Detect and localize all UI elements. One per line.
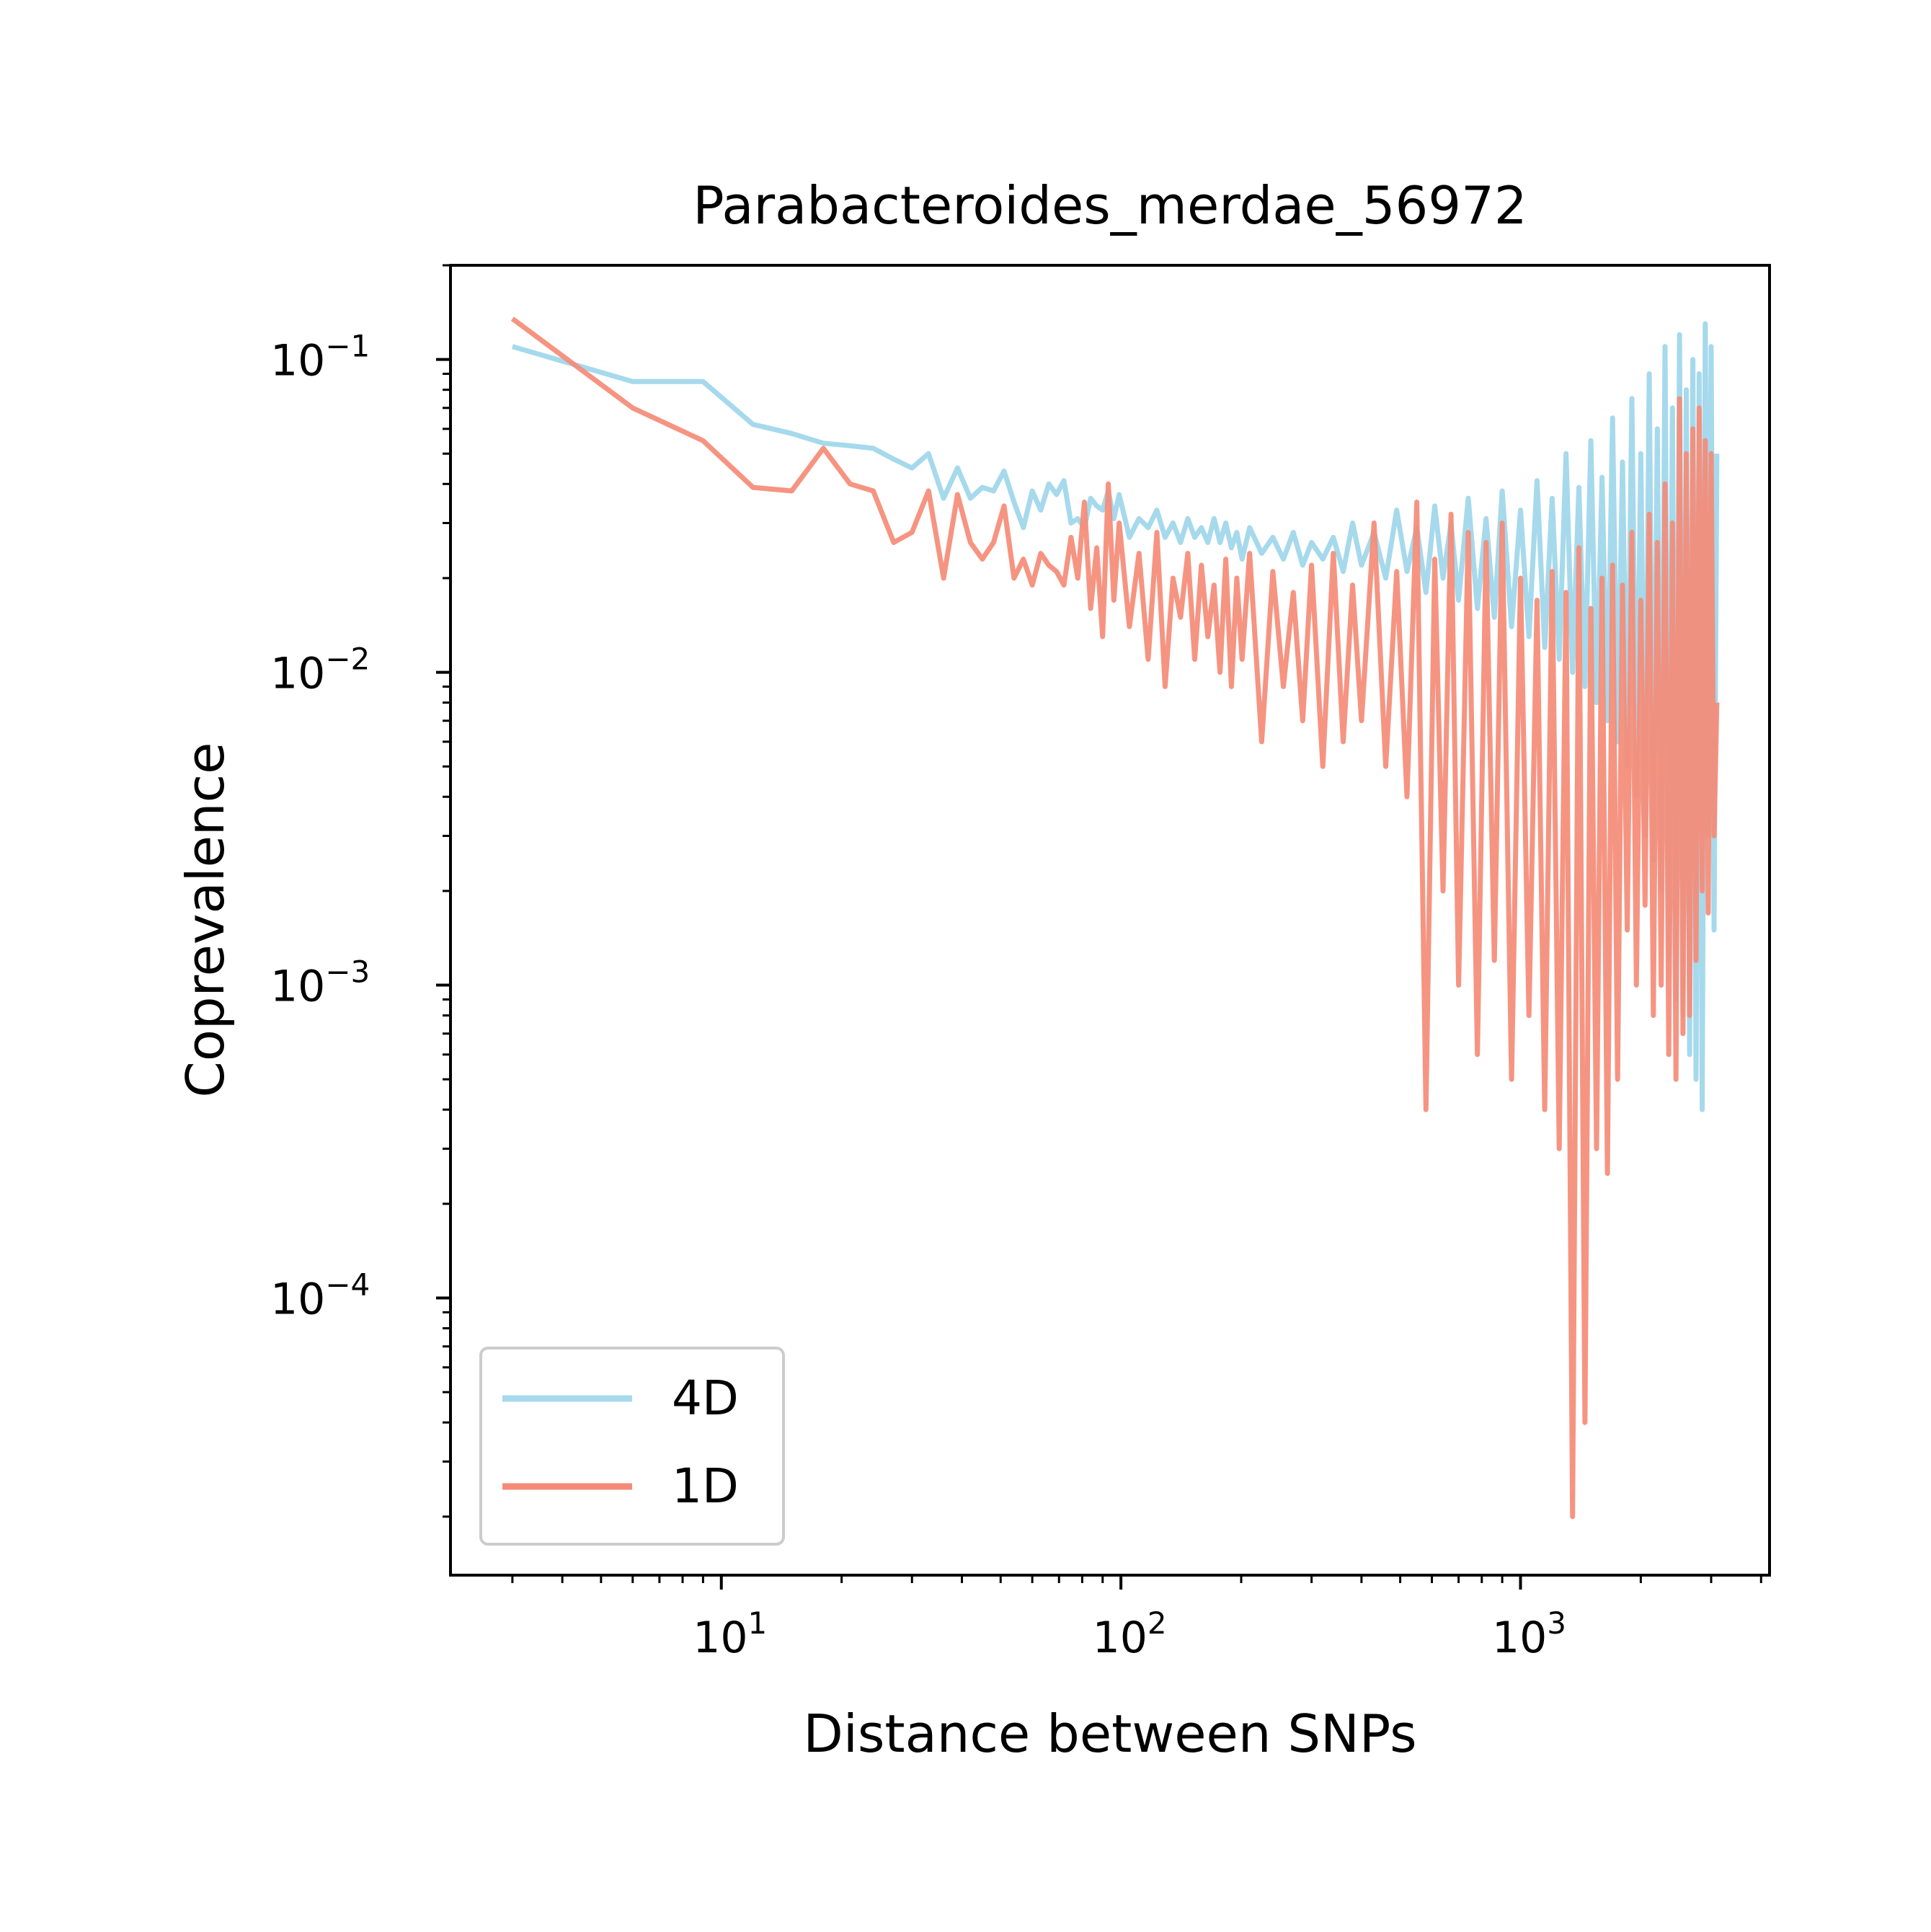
axis-ticks: 101 102 103 10−1 10−2 10−3 10−4 [270,264,1762,1663]
y-tick-label: 10−3 [270,954,370,1012]
y-tick-label: 10−4 [270,1267,370,1324]
x-tick-label: 103 [1492,1605,1566,1663]
legend: 4D 1D [479,1347,785,1546]
series-line-4d [511,321,1720,1112]
series-line-1d [510,316,1720,1520]
plot-frame [449,264,1771,1577]
series-layer [510,316,1720,1520]
x-tick-label: 101 [693,1605,767,1663]
x-axis-label: Distance between SNPs [803,1703,1416,1764]
chart-title: Parabacteroides_merdae_56972 [693,175,1527,236]
y-tick-label: 10−2 [270,642,370,699]
y-tick-label: 10−1 [270,329,370,386]
x-tick-label: 102 [1093,1605,1167,1663]
legend-label-1d: 1D [672,1458,739,1514]
legend-label-4d: 4D [672,1370,739,1426]
y-axis-label: Coprevalence [175,743,236,1098]
